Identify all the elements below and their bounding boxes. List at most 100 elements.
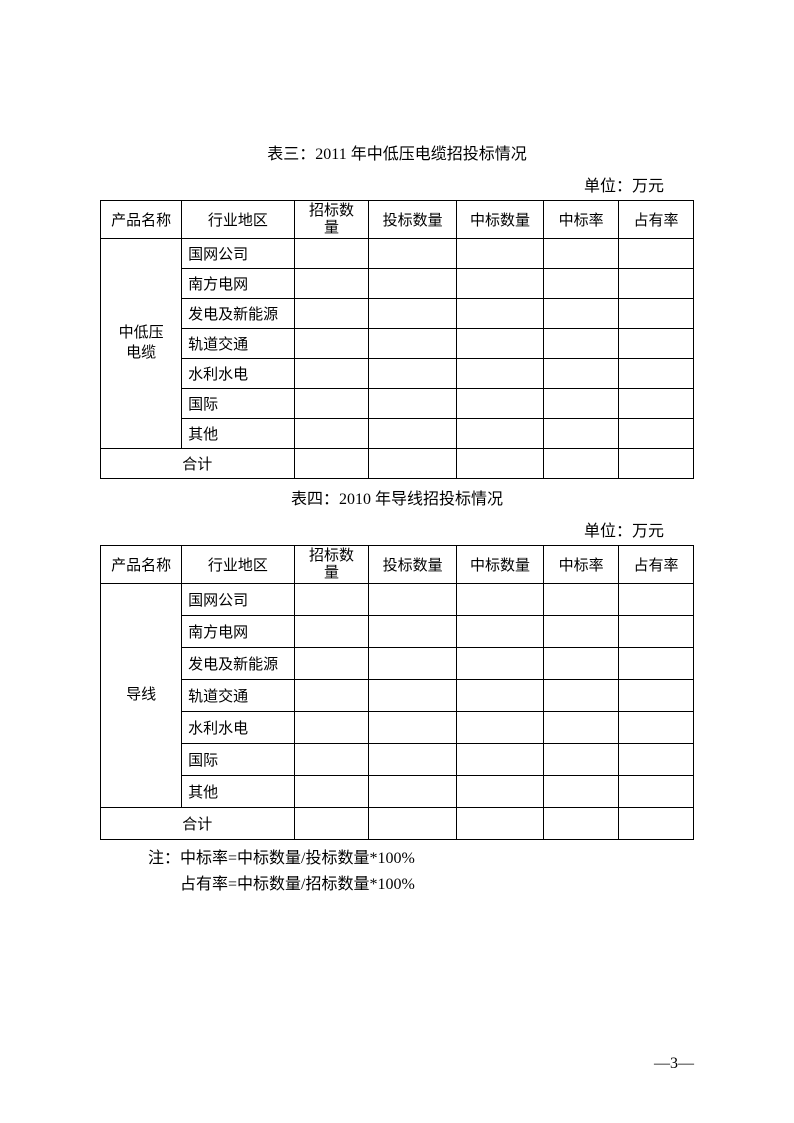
page-number: —3— <box>654 1055 694 1073</box>
table3-header-row: 产品名称 行业地区 招标数量 投标数量 中标数量 中标率 占有率 <box>101 201 694 239</box>
table4-header-product: 产品名称 <box>101 546 182 584</box>
table-row: 国际 <box>101 389 694 419</box>
table4-cell <box>294 744 369 776</box>
table3-cell <box>369 449 456 479</box>
table4-cell <box>544 712 619 744</box>
table3-region-cell: 南方电网 <box>182 269 294 299</box>
table4-cell <box>369 712 456 744</box>
table3-cell <box>544 419 619 449</box>
table-row: 发电及新能源 <box>101 648 694 680</box>
table4-cell <box>544 584 619 616</box>
table3-cell <box>294 419 369 449</box>
table-row: 其他 <box>101 419 694 449</box>
table4-total-label: 合计 <box>101 808 295 840</box>
table3-cell <box>294 329 369 359</box>
table4-cell <box>456 744 543 776</box>
table4-region-cell: 水利水电 <box>182 712 294 744</box>
table4-cell <box>369 616 456 648</box>
table3-cell <box>619 389 694 419</box>
table3-cell <box>619 329 694 359</box>
table3-cell <box>369 359 456 389</box>
table4-cell <box>294 584 369 616</box>
table4-cell <box>619 744 694 776</box>
table4-cell <box>369 808 456 840</box>
table4-cell <box>294 616 369 648</box>
table4-cell <box>619 808 694 840</box>
table4-cell <box>369 744 456 776</box>
table3-cell <box>544 389 619 419</box>
table3-cell <box>369 299 456 329</box>
table3-total-label: 合计 <box>101 449 295 479</box>
table3-cell <box>619 299 694 329</box>
table3-header-product: 产品名称 <box>101 201 182 239</box>
table4-region-cell: 轨道交通 <box>182 680 294 712</box>
table4-cell <box>294 648 369 680</box>
table4-region-cell: 其他 <box>182 776 294 808</box>
table4-cell <box>619 648 694 680</box>
table-row: 轨道交通 <box>101 680 694 712</box>
table4-cell <box>456 680 543 712</box>
table3-region-cell: 国网公司 <box>182 239 294 269</box>
table-row: 南方电网 <box>101 616 694 648</box>
table3-unit: 单位：万元 <box>100 172 694 196</box>
note-line2-text: 占有率=中标数量/招标数量*100% <box>180 876 415 893</box>
table-row: 轨道交通 <box>101 329 694 359</box>
table3-header-region: 行业地区 <box>182 201 294 239</box>
table3-header-tender-text: 招标数量 <box>309 203 354 236</box>
table3-cell <box>456 419 543 449</box>
table3-header-share: 占有率 <box>619 201 694 239</box>
table4-cell <box>619 584 694 616</box>
table3-cell <box>456 269 543 299</box>
table3-cell <box>544 359 619 389</box>
table4-cell <box>619 616 694 648</box>
table4-header-tender-text: 招标数量 <box>309 548 354 581</box>
table-row: 南方电网 <box>101 269 694 299</box>
table4-cell <box>456 648 543 680</box>
table3-cell <box>619 359 694 389</box>
notes-section: 注：中标率=中标数量/投标数量*100% 占有率=中标数量/招标数量*100% <box>100 846 694 897</box>
table4-cell <box>544 616 619 648</box>
table3-cell <box>369 329 456 359</box>
table3-cell <box>544 329 619 359</box>
table-row: 其他 <box>101 776 694 808</box>
table4-cell <box>294 776 369 808</box>
table4-cell <box>544 648 619 680</box>
table4-cell <box>619 712 694 744</box>
table-row: 国际 <box>101 744 694 776</box>
table4-cell <box>544 680 619 712</box>
table4-cell <box>544 776 619 808</box>
table4-header-row: 产品名称 行业地区 招标数量 投标数量 中标数量 中标率 占有率 <box>101 546 694 584</box>
table4-cell <box>456 584 543 616</box>
table3-title: 表三：2011 年中低压电缆招投标情况 <box>100 140 694 164</box>
table4-cell <box>456 712 543 744</box>
note-line1: 注：中标率=中标数量/投标数量*100% <box>148 846 694 872</box>
table-row: 中低压电缆 国网公司 <box>101 239 694 269</box>
table3-cell <box>294 239 369 269</box>
table4-cell <box>294 808 369 840</box>
table3-cell <box>294 449 369 479</box>
table3-product-text: 中低压电缆 <box>119 325 164 361</box>
table-row: 水利水电 <box>101 712 694 744</box>
table4-header-bid: 投标数量 <box>369 546 456 584</box>
table3-product-cell: 中低压电缆 <box>101 239 182 449</box>
table3-cell <box>619 239 694 269</box>
table4: 产品名称 行业地区 招标数量 投标数量 中标数量 中标率 占有率 导线 国网公司… <box>100 545 694 840</box>
table3-cell <box>456 299 543 329</box>
table3-region-cell: 水利水电 <box>182 359 294 389</box>
table4-cell <box>456 776 543 808</box>
table4-cell <box>544 744 619 776</box>
table3-header-bid: 投标数量 <box>369 201 456 239</box>
table3-cell <box>369 419 456 449</box>
table3-cell <box>456 389 543 419</box>
table3-total-row: 合计 <box>101 449 694 479</box>
table4-header-win: 中标数量 <box>456 546 543 584</box>
table4-cell <box>619 680 694 712</box>
table4-region-cell: 国际 <box>182 744 294 776</box>
table3-cell <box>294 299 369 329</box>
table3-cell <box>294 269 369 299</box>
table3-cell <box>544 299 619 329</box>
table4-region-cell: 南方电网 <box>182 616 294 648</box>
table4-region-cell: 发电及新能源 <box>182 648 294 680</box>
table3: 产品名称 行业地区 招标数量 投标数量 中标数量 中标率 占有率 中低压电缆 国… <box>100 200 694 479</box>
table4-cell <box>369 648 456 680</box>
